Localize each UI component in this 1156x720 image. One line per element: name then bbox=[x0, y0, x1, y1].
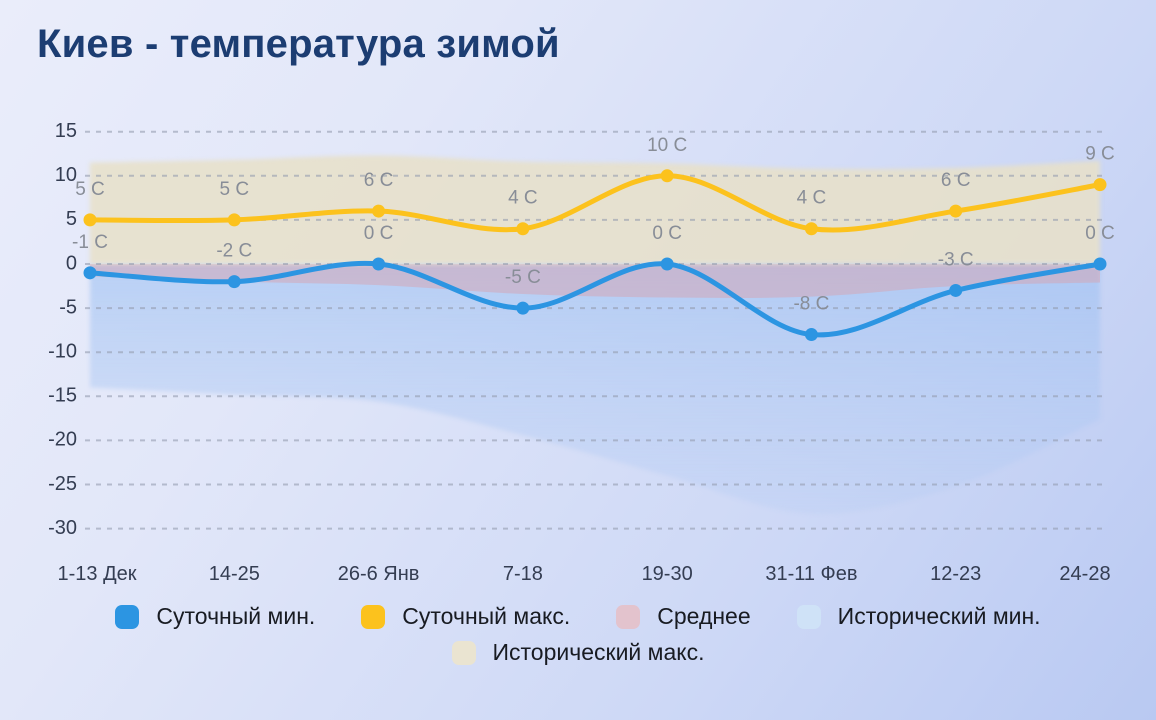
data-label-daily-min: -5 C bbox=[505, 267, 541, 288]
data-label-daily-min: -2 C bbox=[216, 241, 252, 262]
temperature-chart: -1 C -2 C 0 C -5 C 0 C -8 C -3 C 0 C 5 C 5 C 6 C 4 … bbox=[48, 120, 1115, 585]
series-band-average bbox=[90, 264, 1100, 298]
x-axis: 1-13 Дек 14-25 26-6 Янв 7-18 19-30 31-11 Фев 1… bbox=[57, 563, 1110, 585]
legend-label-daily-max: Суточный макс. bbox=[402, 603, 571, 629]
legend-item-daily-max[interactable]: Суточный макс. bbox=[361, 603, 570, 630]
y-axis-tick-label: 10 bbox=[55, 164, 77, 186]
legend-row: Исторический макс. bbox=[451, 639, 705, 666]
legend-item-historical-max[interactable]: Исторический макс. bbox=[451, 639, 705, 666]
line-path-daily-max bbox=[87, 173, 1103, 233]
data-point-daily-min bbox=[949, 283, 963, 297]
x-axis-tick-label: 26-6 Янв bbox=[338, 563, 420, 585]
x-axis-tick-label: 7-18 bbox=[503, 563, 543, 585]
data-label-daily-max: 10 C bbox=[647, 135, 687, 156]
legend-item-average[interactable]: Среднее bbox=[616, 603, 751, 630]
x-axis-tick-label: 31-11 Фев bbox=[765, 563, 857, 585]
grid-lines bbox=[85, 130, 1105, 530]
data-label-daily-max: 4 C bbox=[508, 188, 538, 209]
y-axis-tick-label: 0 bbox=[66, 252, 77, 274]
y-axis: 15 10 5 0 -5 -10 -15 -20 -25 -30 bbox=[48, 120, 77, 539]
data-point-daily-max bbox=[1093, 178, 1107, 192]
legend-label-daily-min: Суточный мин. bbox=[156, 603, 316, 629]
y-axis-tick-label: 15 bbox=[55, 120, 77, 142]
legend-item-daily-min[interactable]: Суточный мин. bbox=[115, 603, 315, 630]
data-label-daily-max: 4 C bbox=[797, 188, 827, 209]
data-point-daily-min bbox=[660, 257, 674, 271]
data-label-daily-min: -8 C bbox=[793, 294, 829, 315]
x-axis-tick-label: 14-25 bbox=[209, 563, 260, 585]
data-point-daily-max bbox=[804, 222, 818, 236]
data-point-daily-max bbox=[83, 213, 97, 227]
data-label-daily-min: 0 C bbox=[1085, 223, 1115, 244]
data-point-daily-min bbox=[804, 328, 818, 342]
y-axis-tick-label: -10 bbox=[48, 340, 77, 362]
legend-swatch-daily-min bbox=[115, 604, 140, 629]
x-axis-tick-label: 12-23 bbox=[930, 563, 981, 585]
legend-swatch-historical-max bbox=[451, 640, 476, 665]
legend-label-historical-min: Исторический мин. bbox=[837, 603, 1041, 629]
y-axis-tick-label: -30 bbox=[48, 517, 77, 539]
data-label-daily-max: 5 C bbox=[75, 179, 105, 200]
x-axis-tick-label: 24-28 bbox=[1059, 563, 1110, 585]
data-label-daily-min: 0 C bbox=[364, 223, 394, 244]
data-label-daily-min: -3 C bbox=[938, 249, 974, 270]
data-point-daily-max bbox=[949, 204, 963, 218]
bands-layer bbox=[90, 155, 1100, 514]
legend-label-historical-max: Исторический макс. bbox=[492, 639, 705, 665]
y-axis-tick-label: -15 bbox=[48, 385, 77, 407]
series-line-daily-min: -1 C -2 C 0 C -5 C 0 C -8 C -3 C 0 C bbox=[72, 223, 1115, 342]
x-axis-tick-label: 19-30 bbox=[642, 563, 693, 585]
data-point-daily-max bbox=[227, 213, 241, 227]
data-label-daily-max: 6 C bbox=[364, 170, 394, 191]
data-point-daily-min bbox=[372, 257, 386, 271]
data-label-daily-min: 0 C bbox=[652, 223, 682, 244]
y-axis-tick-label: -25 bbox=[48, 473, 77, 495]
data-point-daily-max bbox=[516, 222, 530, 236]
legend-row: Суточный мин. Суточный макс. Среднее Истори… bbox=[115, 603, 1041, 630]
data-point-daily-max bbox=[660, 169, 674, 183]
data-point-daily-max bbox=[372, 204, 386, 218]
data-label-daily-max: 6 C bbox=[941, 170, 971, 191]
chart-legend: Суточный мин. Суточный макс. Среднее Истори… bbox=[0, 603, 1156, 666]
legend-label-average: Среднее bbox=[657, 603, 751, 629]
y-axis-tick-label: 5 bbox=[66, 208, 77, 230]
series-line-daily-max: 5 C 5 C 6 C 4 C 10 C 4 C 6 C 9 C bbox=[75, 135, 1115, 236]
legend-swatch-historical-min bbox=[796, 604, 821, 629]
data-point-daily-min bbox=[516, 301, 530, 315]
legend-swatch-daily-max bbox=[361, 604, 386, 629]
data-point-daily-min bbox=[227, 275, 241, 289]
chart-title: Киев - температура зимой bbox=[37, 22, 560, 66]
data-label-daily-max: 5 C bbox=[219, 179, 249, 200]
line-path-daily-min bbox=[87, 260, 1103, 338]
data-point-daily-min bbox=[83, 266, 97, 280]
data-label-daily-min: -1 C bbox=[72, 232, 108, 253]
series-band-historical-min bbox=[90, 264, 1100, 514]
legend-swatch-average bbox=[616, 604, 641, 629]
data-point-daily-min bbox=[1093, 257, 1107, 271]
data-label-daily-max: 9 C bbox=[1085, 144, 1115, 165]
series-band-historical-max bbox=[90, 155, 1100, 264]
x-axis-tick-label: 1-13 Дек bbox=[57, 563, 136, 585]
y-axis-tick-label: -20 bbox=[48, 429, 77, 451]
legend-item-historical-min[interactable]: Исторический мин. bbox=[796, 603, 1041, 630]
y-axis-tick-label: -5 bbox=[59, 296, 77, 318]
